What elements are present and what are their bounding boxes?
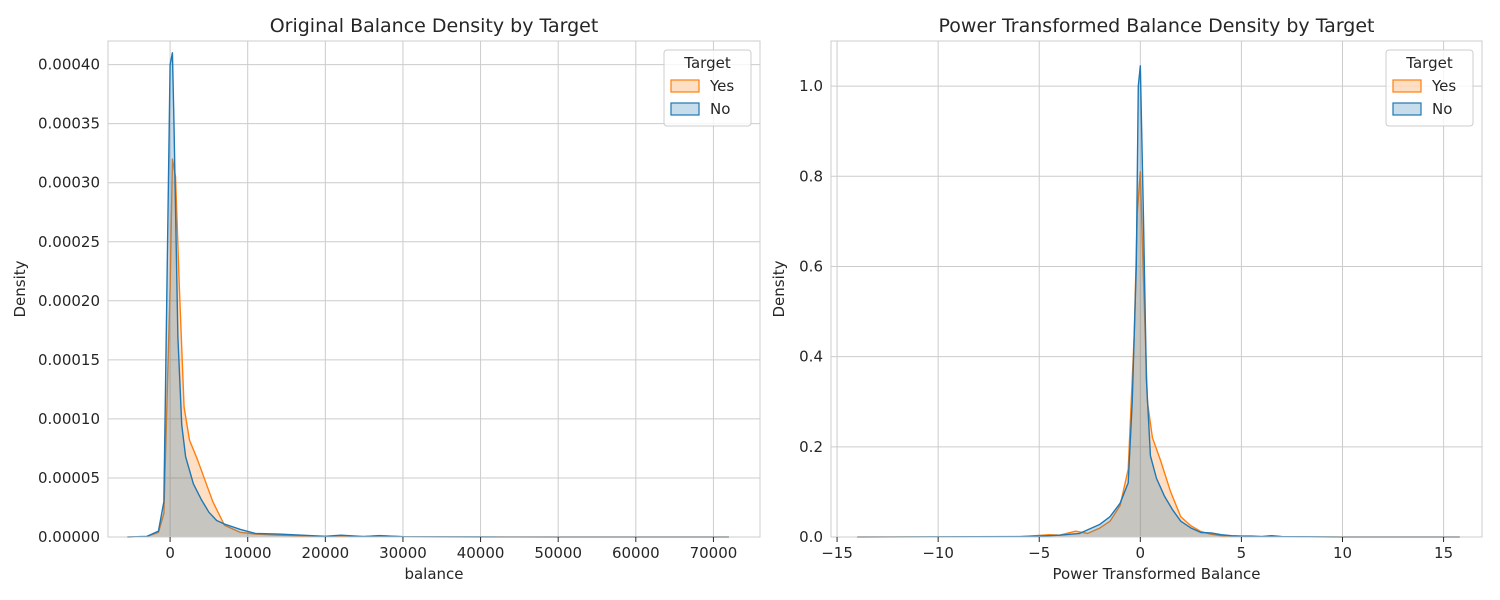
- legend-label-yes: Yes: [709, 77, 734, 95]
- y-tick-label: 0.00005: [38, 469, 100, 487]
- x-axis-label: Power Transformed Balance: [1052, 565, 1260, 583]
- x-tick-label: 30000: [379, 544, 427, 562]
- y-tick-label: 0.0: [799, 528, 823, 546]
- density-area-yes: [857, 171, 1460, 537]
- y-tick-label: 0.6: [799, 257, 823, 275]
- y-tick-label: 1.0: [799, 77, 823, 95]
- y-tick-label: 0.00030: [38, 174, 100, 192]
- y-tick-label: 0.00000: [38, 528, 100, 546]
- chart-title: Power Transformed Balance Density by Tar…: [939, 15, 1375, 37]
- y-tick-label: 0.00040: [38, 56, 100, 74]
- legend-swatch-yes: [1392, 79, 1422, 93]
- x-tick-label: 20000: [301, 544, 349, 562]
- x-tick-label: 10000: [224, 544, 272, 562]
- density-area-yes: [127, 159, 729, 537]
- legend-title: Target: [1405, 54, 1453, 72]
- density-line-no: [127, 52, 729, 538]
- y-tick-label: 0.00020: [38, 292, 100, 310]
- chart-title: Original Balance Density by Target: [270, 15, 599, 37]
- x-tick-label: 10: [1333, 544, 1352, 562]
- x-tick-label: 15: [1434, 544, 1453, 562]
- y-tick-label: 0.00025: [38, 233, 100, 251]
- x-tick-label: −10: [922, 544, 954, 562]
- x-tick-label: 60000: [612, 544, 660, 562]
- balance-density-chart: 0.00000 0.00005 0.00010 0.00015 0.00020 0.000…: [11, 15, 761, 583]
- x-tick-label: −15: [821, 544, 853, 562]
- y-tick-label: 0.8: [799, 167, 823, 185]
- y-tick-label: 0.00015: [38, 351, 100, 369]
- x-tick-label: 0: [165, 544, 175, 562]
- y-axis-label: Density: [770, 260, 788, 317]
- legend-label-yes: Yes: [1431, 77, 1456, 95]
- legend-label-no: No: [710, 100, 730, 118]
- power-transformed-density-chart: 0.0 0.2 0.4 0.6 0.8 1.0 −15 −10 −5 0 5 10 15 Power …: [770, 15, 1483, 583]
- x-tick-label: 5: [1237, 544, 1247, 562]
- legend-title: Target: [683, 54, 731, 72]
- x-tick-label: 40000: [457, 544, 505, 562]
- legend: Target Yes No: [663, 49, 752, 127]
- legend-swatch-no: [670, 102, 700, 116]
- density-area-no: [127, 52, 729, 538]
- x-tick-label: 50000: [534, 544, 582, 562]
- y-tick-label: 0.2: [799, 438, 823, 456]
- legend: Target Yes No: [1385, 49, 1474, 127]
- y-tick-label: 0.00010: [38, 410, 100, 428]
- x-tick-label: 70000: [690, 544, 738, 562]
- y-axis-label: Density: [11, 260, 29, 317]
- y-tick-label: 0.4: [799, 348, 823, 366]
- y-tick-label: 0.00035: [38, 115, 100, 133]
- x-tick-label: −5: [1028, 544, 1050, 562]
- legend-swatch-no: [1392, 102, 1422, 116]
- legend-swatch-yes: [670, 79, 700, 93]
- x-axis-label: balance: [404, 565, 463, 583]
- x-tick-label: 0: [1136, 544, 1146, 562]
- density-line-no: [857, 65, 1460, 538]
- legend-label-no: No: [1432, 100, 1452, 118]
